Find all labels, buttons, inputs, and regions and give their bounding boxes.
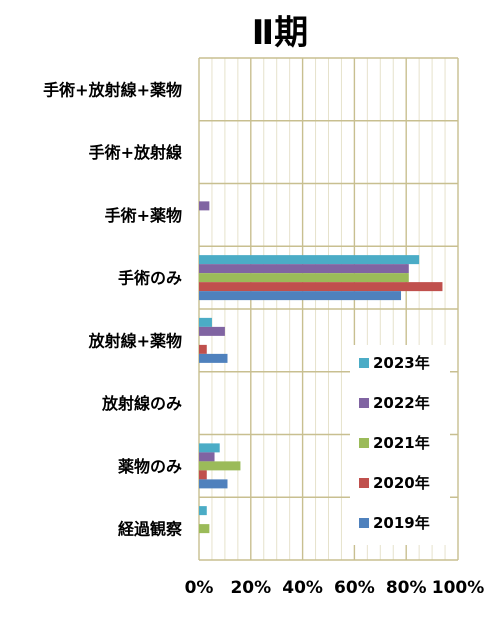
legend-swatch (359, 518, 369, 528)
legend-label: 2022年 (373, 394, 430, 412)
bar (199, 524, 210, 534)
bar (199, 201, 210, 211)
category-label: 薬物のみ (117, 457, 182, 476)
legend-swatch (359, 438, 369, 448)
category-label: 経過観察 (118, 520, 183, 539)
legend: 2023年 2022年 2021年 2020年 2019年 (350, 345, 450, 545)
bar (199, 264, 409, 274)
legend-swatch (359, 358, 369, 368)
bar (199, 353, 228, 363)
category-label: 手術+放射線+薬物 (43, 80, 182, 99)
legend-label: 2020年 (373, 474, 430, 492)
x-tick-labels: 0% 20% 40% 60% 80% 100% (185, 578, 485, 598)
bar (199, 479, 228, 489)
bars (199, 201, 443, 534)
category-label: 放射線+薬物 (88, 331, 182, 350)
bar (199, 282, 443, 292)
category-label: 手術+薬物 (105, 206, 182, 225)
category-label: 手術+放射線 (89, 143, 182, 162)
category-label: 手術のみ (118, 269, 182, 288)
chart-title: Ⅱ期 (252, 13, 308, 53)
x-tick-label: 100% (432, 578, 485, 598)
bar (199, 461, 241, 471)
bar (199, 317, 212, 327)
bar (199, 291, 402, 301)
category-label: 放射線のみ (101, 394, 182, 413)
legend-label: 2021年 (373, 434, 430, 452)
legend-label: 2023年 (373, 354, 430, 372)
bar (199, 326, 225, 336)
bar (199, 255, 420, 265)
x-tick-label: 20% (230, 578, 271, 598)
bar (199, 506, 207, 516)
bar (199, 470, 207, 480)
bar (199, 344, 207, 354)
legend-label: 2019年 (373, 514, 430, 532)
x-tick-label: 40% (282, 578, 323, 598)
bar (199, 452, 215, 462)
x-tick-label: 80% (386, 578, 427, 598)
bar (199, 273, 409, 283)
x-tick-label: 0% (185, 578, 214, 598)
legend-swatch (359, 478, 369, 488)
bar (199, 443, 220, 453)
legend-swatch (359, 398, 369, 408)
category-labels: 手術+放射線+薬物手術+放射線手術+薬物手術のみ放射線+薬物放射線のみ薬物のみ経… (43, 80, 183, 538)
x-tick-label: 60% (334, 578, 375, 598)
